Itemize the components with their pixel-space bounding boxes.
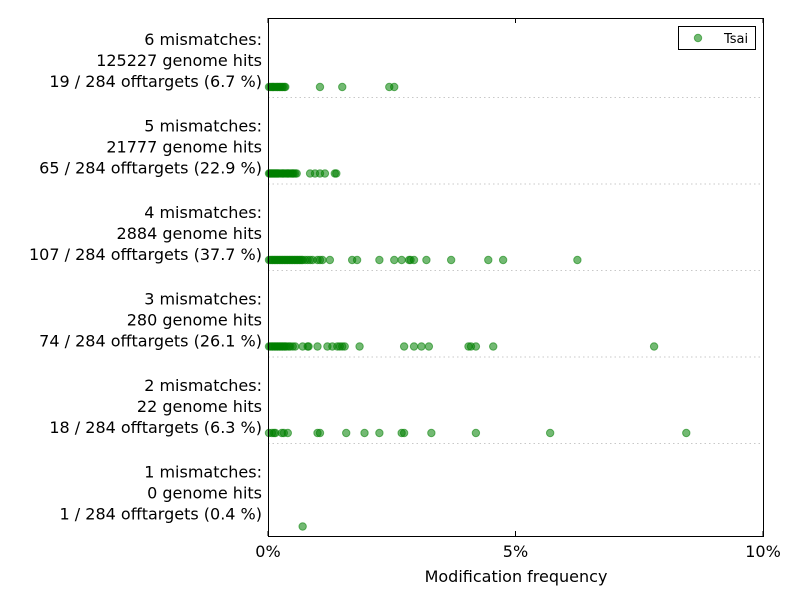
data-point	[573, 255, 582, 265]
data-point	[298, 522, 307, 531]
group-label-line: 21777 genome hits	[106, 138, 262, 157]
group-label-line: 0 genome hits	[147, 484, 262, 503]
data-point	[484, 255, 493, 265]
data-point	[291, 342, 300, 351]
data-point	[409, 255, 419, 265]
data-point	[325, 255, 335, 265]
data-point	[471, 428, 481, 438]
group-label-line: 19 / 284 offtargets (6.7 %)	[49, 72, 262, 91]
data-point	[682, 428, 691, 438]
data-point	[422, 255, 431, 265]
data-point	[338, 82, 347, 92]
group-label-line: 5 mismatches:	[144, 117, 262, 136]
group-label-line: 22 genome hits	[137, 397, 262, 416]
group-label-line: 2 mismatches:	[144, 376, 262, 395]
group-label-line: 125227 genome hits	[96, 51, 262, 70]
group-label-line: 280 genome hits	[127, 311, 262, 330]
data-point	[375, 255, 384, 265]
group-label-line: 2884 genome hits	[117, 224, 262, 243]
legend-marker	[693, 33, 703, 43]
x-tick-label: 0%	[255, 542, 280, 561]
group-label-line: 74 / 284 offtargets (26.1 %)	[39, 332, 262, 351]
data-point	[424, 342, 434, 351]
group-label-line: 1 / 284 offtargets (0.4 %)	[60, 505, 262, 524]
data-point	[352, 255, 362, 265]
data-point	[281, 82, 290, 92]
data-point	[342, 428, 351, 438]
data-point	[360, 428, 369, 438]
data-point	[399, 342, 409, 351]
legend: Tsai	[678, 26, 756, 50]
data-point	[318, 255, 327, 265]
data-point	[340, 342, 349, 351]
data-point	[315, 82, 325, 92]
data-point	[498, 255, 508, 265]
data-point	[446, 255, 456, 265]
data-point	[283, 428, 292, 438]
data-point	[399, 428, 409, 438]
data-point	[397, 255, 406, 265]
x-tick-label: 10%	[745, 542, 781, 561]
data-point	[332, 169, 341, 178]
group-label-line: 18 / 284 offtargets (6.3 %)	[49, 418, 262, 437]
legend-box	[678, 26, 756, 50]
x-tick-label: 5%	[503, 542, 528, 561]
group-label-line: 6 mismatches:	[144, 30, 262, 49]
legend-label: Tsai	[723, 32, 748, 47]
data-point	[315, 428, 325, 438]
group-separators	[268, 97, 763, 444]
data-points	[264, 82, 691, 531]
group-label-line: 107 / 284 offtargets (37.7 %)	[29, 245, 262, 264]
group-label-line: 4 mismatches:	[144, 203, 262, 222]
data-point	[489, 342, 498, 351]
data-point	[427, 428, 436, 438]
data-point	[417, 342, 426, 351]
data-point	[320, 169, 330, 178]
x-axis: 0% 5% 10%	[255, 18, 781, 561]
group-label-line: 65 / 284 offtargets (22.9 %)	[39, 159, 262, 178]
data-point	[304, 342, 313, 351]
x-axis-label: Modification frequency	[425, 567, 608, 586]
data-point	[313, 342, 322, 351]
plot-frame	[268, 18, 764, 537]
data-point	[355, 342, 364, 351]
data-point	[390, 82, 399, 92]
data-point	[292, 169, 301, 178]
group-label-line: 1 mismatches:	[144, 463, 262, 482]
data-point	[390, 255, 399, 265]
data-point	[649, 342, 659, 351]
data-point	[409, 342, 419, 351]
group-labels: 6 mismatches: 125227 genome hits 19 / 284 …	[29, 30, 262, 524]
data-point	[471, 342, 481, 351]
data-point	[375, 428, 384, 438]
data-point	[545, 428, 555, 438]
group-label-line: 3 mismatches:	[144, 290, 262, 309]
